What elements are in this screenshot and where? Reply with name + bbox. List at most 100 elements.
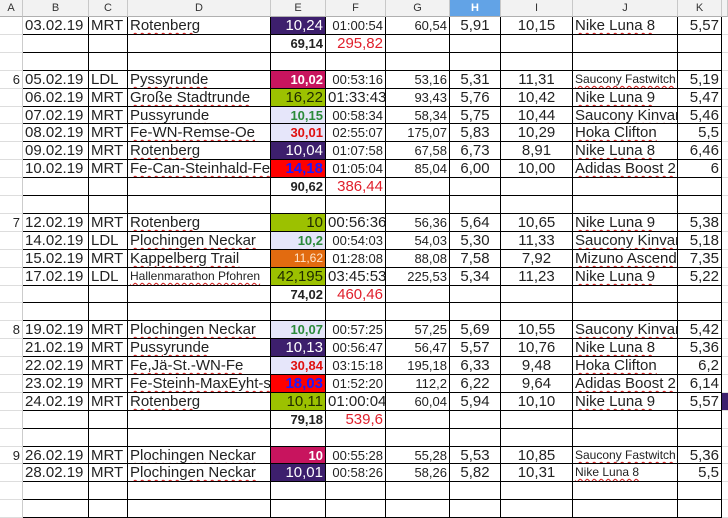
distance-cell[interactable]: 10,13	[271, 339, 326, 357]
h-cell[interactable]: 5,82	[450, 464, 501, 482]
overflow-cell[interactable]	[722, 35, 728, 53]
k-cell[interactable]: 6,46	[678, 142, 722, 160]
g-cell[interactable]: 195,18	[386, 357, 450, 375]
type-cell[interactable]: MRT	[89, 339, 128, 357]
type-cell[interactable]: MRT	[89, 393, 128, 411]
time-cell[interactable]: 00:57:25	[326, 321, 386, 339]
k-cell[interactable]	[678, 196, 722, 214]
date-cell[interactable]: 08.02.19	[23, 124, 89, 142]
g-cell[interactable]	[386, 482, 450, 500]
shoe-cell[interactable]: Mizuno Ascend	[573, 250, 678, 268]
k-cell[interactable]: 5,42	[678, 321, 722, 339]
distance-cell[interactable]: 14,18	[271, 160, 326, 178]
time-cell[interactable]: 01:00:04	[326, 393, 386, 411]
route-cell[interactable]	[128, 500, 271, 518]
g-cell[interactable]: 56,36	[386, 214, 450, 232]
overflow-cell[interactable]	[722, 411, 728, 429]
type-cell[interactable]: LDL	[89, 268, 128, 286]
h-cell[interactable]: 6,73	[450, 142, 501, 160]
h-cell[interactable]: 5,34	[450, 268, 501, 286]
shoe-cell[interactable]	[573, 196, 678, 214]
date-cell[interactable]: 24.02.19	[23, 393, 89, 411]
distance-cell[interactable]: 10,11	[271, 393, 326, 411]
h-cell[interactable]: 7,58	[450, 250, 501, 268]
shoe-cell[interactable]	[573, 500, 678, 518]
route-cell[interactable]: Plochingen Neckar	[128, 447, 271, 464]
i-cell[interactable]	[501, 196, 573, 214]
shoe-cell[interactable]	[573, 411, 678, 429]
overflow-cell[interactable]	[722, 357, 728, 375]
route-cell[interactable]: Pussyrunde	[128, 339, 271, 357]
k-cell[interactable]: 5,5	[678, 464, 722, 482]
i-cell[interactable]	[501, 303, 573, 321]
k-cell[interactable]: 5,22	[678, 268, 722, 286]
route-cell[interactable]	[128, 178, 271, 196]
overflow-cell[interactable]	[722, 268, 728, 286]
overflow-cell[interactable]	[722, 71, 728, 89]
type-cell[interactable]	[89, 286, 128, 303]
column-header-i[interactable]: I	[501, 0, 573, 17]
distance-cell[interactable]: 10	[271, 214, 326, 232]
h-cell[interactable]: 5,91	[450, 17, 501, 35]
distance-cell[interactable]: 10,04	[271, 142, 326, 160]
distance-cell[interactable]: 10,07	[271, 321, 326, 339]
h-cell[interactable]: 5,76	[450, 89, 501, 107]
g-cell[interactable]: 53,16	[386, 71, 450, 89]
time-cell[interactable]	[326, 196, 386, 214]
time-cell[interactable]	[326, 303, 386, 321]
shoe-cell[interactable]: Nike Luna 9	[573, 89, 678, 107]
i-cell[interactable]	[501, 429, 573, 447]
date-cell[interactable]: 12.02.19	[23, 214, 89, 232]
overflow-cell[interactable]	[722, 482, 728, 500]
type-cell[interactable]: MRT	[89, 214, 128, 232]
column-header-h[interactable]: H	[450, 0, 501, 17]
i-cell[interactable]: 10,15	[501, 17, 573, 35]
g-cell[interactable]: 58,34	[386, 107, 450, 124]
g-cell[interactable]: 60,54	[386, 17, 450, 35]
g-cell[interactable]: 85,04	[386, 160, 450, 178]
time-cell[interactable]: 386,44	[326, 178, 386, 196]
distance-cell[interactable]: 10,2	[271, 232, 326, 250]
distance-cell[interactable]: 30,01	[271, 124, 326, 142]
overflow-cell[interactable]	[722, 447, 728, 464]
time-cell[interactable]: 00:55:28	[326, 447, 386, 464]
route-cell[interactable]: Pyssyrunde	[128, 71, 271, 89]
k-cell[interactable]	[678, 500, 722, 518]
type-cell[interactable]: MRT	[89, 447, 128, 464]
distance-cell[interactable]: 10	[271, 447, 326, 464]
g-cell[interactable]	[386, 286, 450, 303]
date-cell[interactable]	[23, 411, 89, 429]
h-cell[interactable]: 6,00	[450, 160, 501, 178]
route-cell[interactable]: Fe,Jä-St.-WN-Fe	[128, 357, 271, 375]
overflow-cell[interactable]	[722, 339, 728, 357]
h-cell[interactable]	[450, 482, 501, 500]
time-cell[interactable]: 01:33:43	[326, 89, 386, 107]
date-cell[interactable]	[23, 500, 89, 518]
i-cell[interactable]: 11,33	[501, 232, 573, 250]
g-cell[interactable]	[386, 500, 450, 518]
route-cell[interactable]	[128, 53, 271, 71]
route-cell[interactable]	[128, 482, 271, 500]
date-cell[interactable]: 26.02.19	[23, 447, 89, 464]
shoe-cell[interactable]: Nike Luna 9	[573, 393, 678, 411]
overflow-cell[interactable]	[722, 321, 728, 339]
i-cell[interactable]: 10,29	[501, 124, 573, 142]
overflow-cell[interactable]	[722, 17, 728, 35]
i-cell[interactable]: 10,65	[501, 214, 573, 232]
h-cell[interactable]	[450, 178, 501, 196]
h-cell[interactable]: 5,57	[450, 339, 501, 357]
distance-cell[interactable]: 10,02	[271, 71, 326, 89]
distance-cell[interactable]: 69,14	[271, 35, 326, 53]
type-cell[interactable]: MRT	[89, 142, 128, 160]
route-cell[interactable]: Fe-Can-Steinhald-Fe	[128, 160, 271, 178]
shoe-cell[interactable]: Saucony Kinvara 9	[573, 107, 678, 124]
distance-cell[interactable]: 79,18	[271, 411, 326, 429]
type-cell[interactable]: MRT	[89, 107, 128, 124]
distance-cell[interactable]: 18,03	[271, 375, 326, 393]
type-cell[interactable]: MRT	[89, 250, 128, 268]
shoe-cell[interactable]: Nike Luna 9	[573, 268, 678, 286]
shoe-cell[interactable]: Adidas Boost 2	[573, 160, 678, 178]
date-cell[interactable]: 03.02.19	[23, 17, 89, 35]
route-cell[interactable]	[128, 196, 271, 214]
g-cell[interactable]: 58,26	[386, 464, 450, 482]
